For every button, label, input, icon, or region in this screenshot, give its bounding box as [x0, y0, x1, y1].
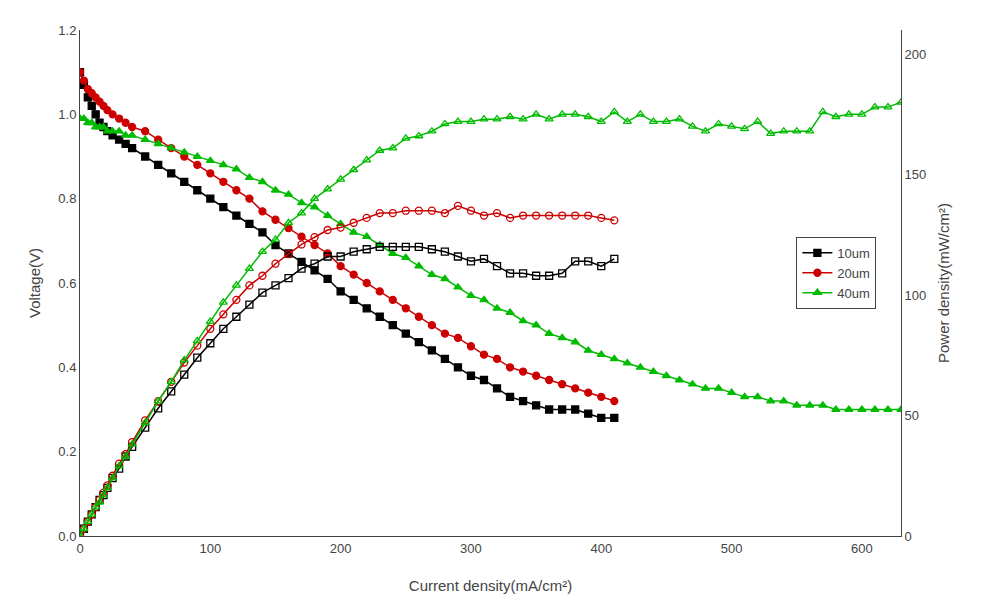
svg-text:150: 150	[905, 167, 927, 182]
svg-text:300: 300	[460, 541, 482, 556]
svg-text:Current density(mA/cm²): Current density(mA/cm²)	[409, 577, 572, 594]
svg-text:200: 200	[905, 47, 927, 62]
svg-text:10um: 10um	[837, 246, 870, 261]
svg-text:600: 600	[851, 541, 873, 556]
svg-text:0.2: 0.2	[58, 444, 76, 459]
svg-text:400: 400	[590, 541, 612, 556]
svg-text:0: 0	[905, 529, 912, 544]
svg-text:0.8: 0.8	[58, 191, 76, 206]
svg-text:0.0: 0.0	[58, 529, 76, 544]
svg-text:100: 100	[199, 541, 221, 556]
svg-text:0.6: 0.6	[58, 276, 76, 291]
svg-text:1.2: 1.2	[58, 23, 76, 38]
svg-text:Power density(mW/cm²): Power density(mW/cm²)	[935, 203, 952, 363]
svg-text:Voltage(V): Voltage(V)	[26, 248, 43, 318]
svg-text:100: 100	[905, 288, 927, 303]
svg-text:20um: 20um	[837, 266, 870, 281]
svg-text:1.0: 1.0	[58, 107, 76, 122]
svg-text:200: 200	[330, 541, 352, 556]
svg-text:0.4: 0.4	[58, 360, 76, 375]
svg-text:40um: 40um	[837, 286, 870, 301]
svg-text:0: 0	[76, 541, 83, 556]
svg-text:50: 50	[905, 408, 919, 423]
svg-text:500: 500	[721, 541, 743, 556]
